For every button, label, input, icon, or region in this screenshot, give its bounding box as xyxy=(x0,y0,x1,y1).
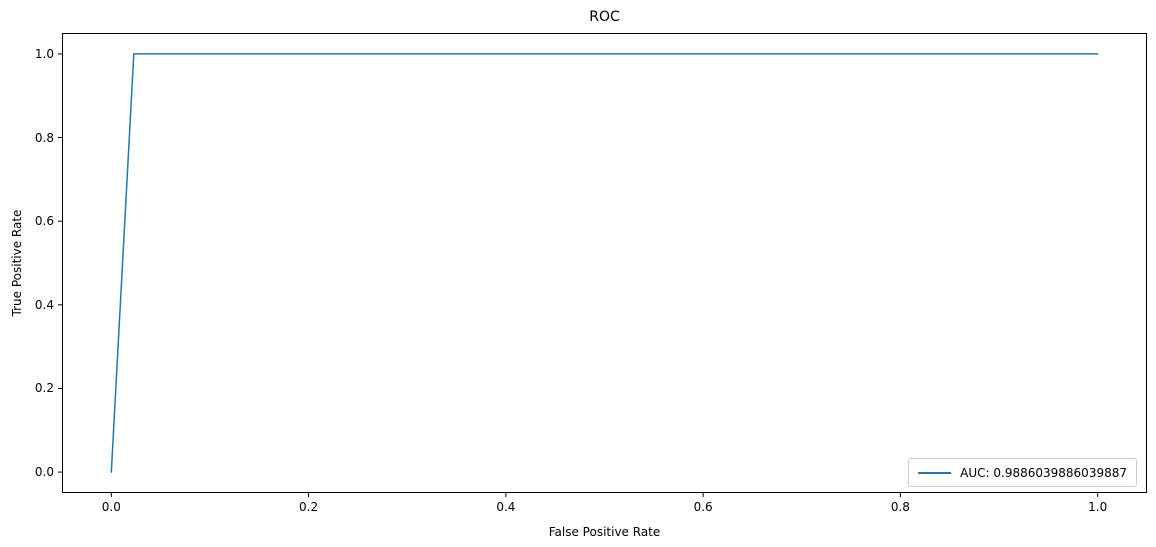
legend: AUC: 0.9886039886039887 xyxy=(908,458,1137,487)
roc-curve-line xyxy=(110,53,1099,473)
y-tick-label: 0.4 xyxy=(34,297,54,312)
y-tick-label: 0.8 xyxy=(34,130,54,145)
x-tick-label: 0.2 xyxy=(299,500,319,514)
y-tick-label: 0.0 xyxy=(34,465,54,480)
x-tick-label: 0.4 xyxy=(496,500,516,514)
x-tick-label: 0.6 xyxy=(693,500,713,514)
axes-box xyxy=(62,33,1147,493)
y-tick-label: 0.6 xyxy=(34,214,54,229)
chart-title: ROC xyxy=(589,9,620,25)
y-tick-label: 0.2 xyxy=(34,381,54,396)
x-tick-label: 0.0 xyxy=(101,500,121,514)
legend-label: AUC: 0.9886039886039887 xyxy=(960,465,1127,480)
legend-line-swatch xyxy=(918,471,952,474)
x-axis-label: False Positive Rate xyxy=(548,525,661,539)
x-tick-label: 1.0 xyxy=(1088,500,1108,514)
y-tick-label: 1.0 xyxy=(34,46,54,61)
x-tick-label: 0.8 xyxy=(890,500,910,514)
